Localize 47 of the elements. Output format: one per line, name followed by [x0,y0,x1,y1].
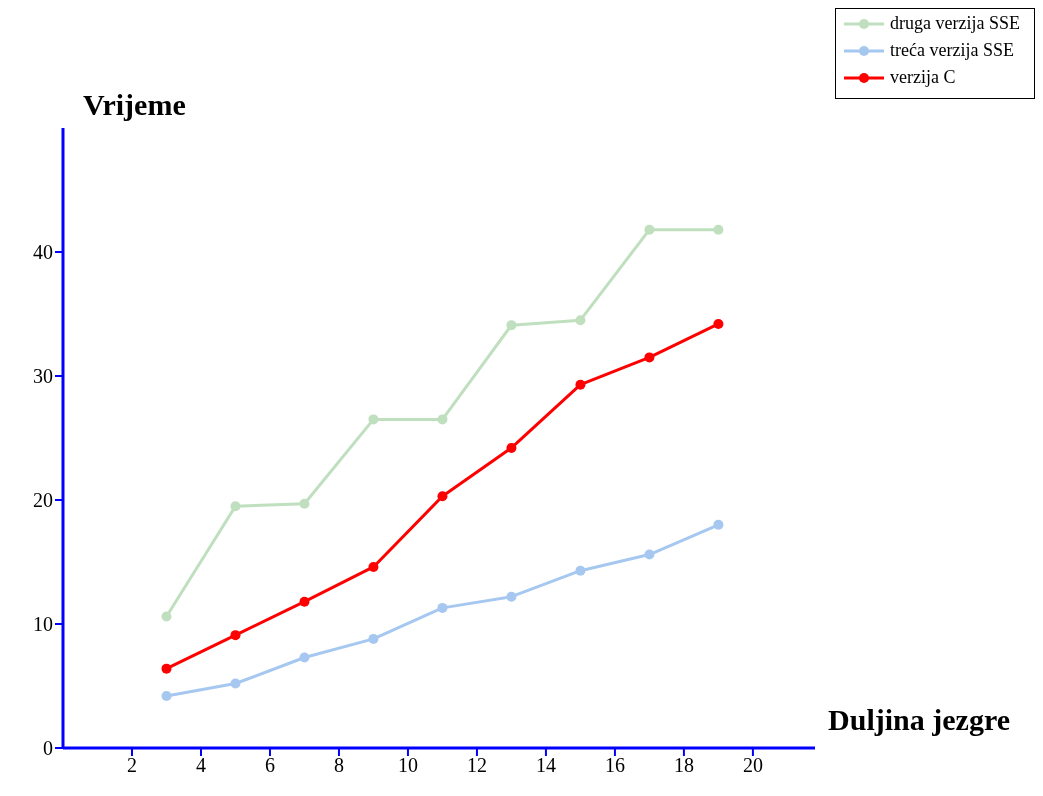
point [506,320,517,331]
point [299,652,310,663]
point [368,633,379,644]
x-tick-label: 6 [264,754,275,777]
y-tick-label: 30 [33,365,53,388]
x-tick-label: 18 [673,754,694,777]
x-tick-label: 16 [604,754,625,777]
point [230,678,241,689]
x-tick-label: 12 [466,754,487,777]
x-tick-label: 4 [195,754,206,777]
y-tick-label: 10 [33,613,53,636]
point [644,224,655,235]
point [437,602,448,613]
point [713,519,724,530]
point [506,591,517,602]
x-tick-label: 20 [742,754,763,777]
point [644,352,655,363]
legend-label: treća verzija SSE [890,40,1014,61]
point [161,663,172,674]
y-tick-label: 20 [33,489,53,512]
point [437,491,448,502]
point [299,596,310,607]
point [713,224,724,235]
x-tick-label: 14 [535,754,556,777]
x-tick-label: 2 [126,754,137,777]
x-tick-label: 8 [333,754,344,777]
point [368,561,379,572]
point [644,549,655,560]
point [230,630,241,641]
legend-label: verzija C [890,67,956,88]
point [506,442,517,453]
point [161,611,172,622]
legend-label: druga verzija SSE [890,13,1020,34]
x-tick-label: 10 [397,754,418,777]
point [437,414,448,425]
y-tick-label: 0 [43,737,53,760]
point [299,498,310,509]
point [161,690,172,701]
x-axis-title: Duljina jezgre [828,703,1010,737]
point [368,414,379,425]
point [575,565,586,576]
point [713,318,724,329]
point [575,315,586,326]
point [575,379,586,390]
y-tick-label: 40 [33,241,53,264]
y-axis-title: Vrijeme [83,88,186,122]
point [230,501,241,512]
